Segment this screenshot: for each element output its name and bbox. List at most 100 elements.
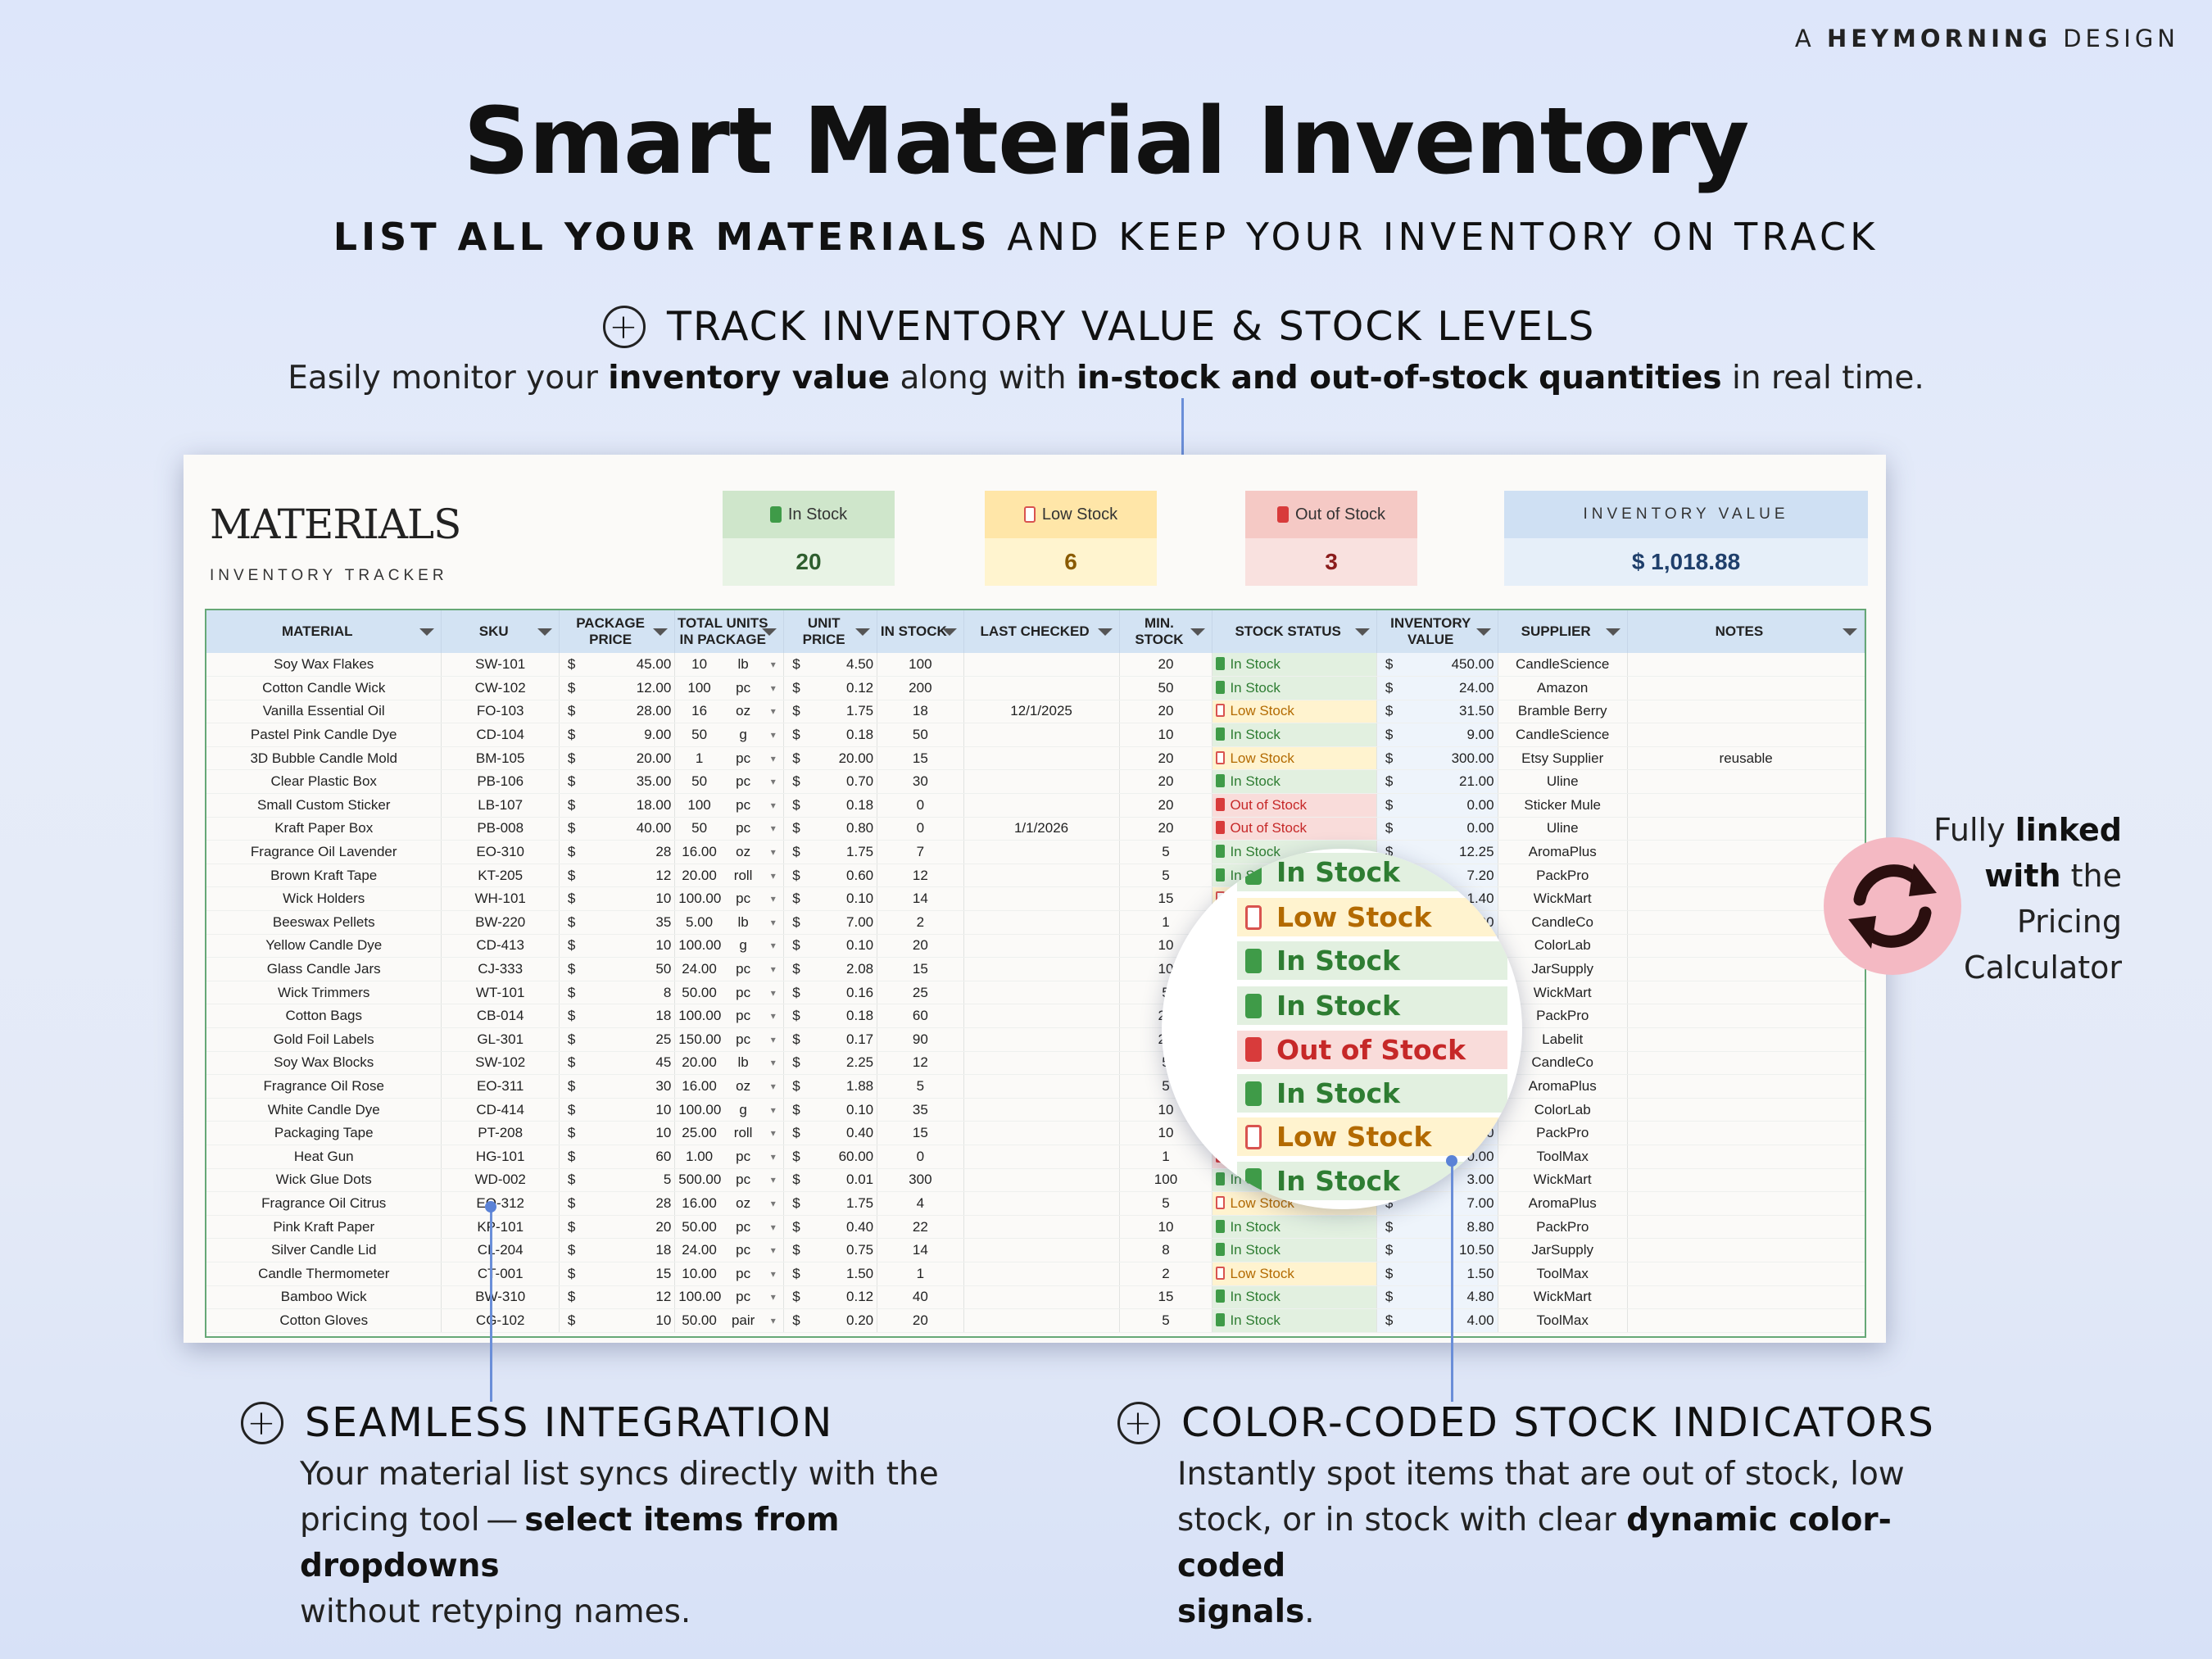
dropdown-icon[interactable]: ▾ [763,1262,785,1286]
total-units-cell[interactable]: 100.00 [674,1285,723,1310]
material-cell[interactable]: Wick Glue Dots [206,1168,442,1193]
dropdown-icon[interactable]: ▾ [763,676,785,700]
package-price-cell[interactable]: 28 [578,840,676,864]
notes-cell[interactable] [1627,769,1865,795]
dropdown-icon[interactable]: ▾ [763,723,785,747]
table-row[interactable]: Clear Plastic Box PB-106 $35.00 50 pc ▾ $0.70 3… [206,769,1865,795]
min-stock-cell[interactable]: 15 [1119,886,1213,912]
table-row[interactable]: Silver Candle Lid CL-204 $18 24.00 pc ▾ $0.75 1… [206,1238,1865,1262]
min-stock-cell[interactable]: 20 [1119,700,1213,724]
unit-price-cell[interactable]: 0.60 [802,863,878,888]
sku-cell[interactable]: PT-208 [441,1121,560,1145]
last-checked-cell[interactable] [963,981,1120,1005]
material-cell[interactable]: Wick Trimmers [206,981,442,1005]
last-checked-cell[interactable] [963,1121,1120,1145]
dropdown-icon[interactable]: ▾ [763,1215,785,1240]
sku-cell[interactable]: WD-002 [441,1168,560,1193]
sku-cell[interactable]: EO-312 [441,1191,560,1216]
notes-cell[interactable] [1627,1238,1865,1262]
inventory-value-cell[interactable]: 1.50 [1395,1262,1498,1286]
unit-price-cell[interactable]: 0.12 [802,1285,878,1310]
sku-cell[interactable]: WT-101 [441,981,560,1005]
unit-type-cell[interactable]: pc [723,1168,764,1193]
col-header-unit-price[interactable]: UNIT PRICE [783,610,878,653]
package-price-cell[interactable]: 35.00 [578,769,676,795]
filter-icon[interactable] [941,628,957,636]
col-header-stock-status[interactable]: STOCK STATUS [1212,610,1377,653]
sku-cell[interactable]: CT-001 [441,1262,560,1286]
unit-type-cell[interactable]: pc [723,1285,764,1310]
sku-cell[interactable]: CJ-333 [441,957,560,981]
last-checked-cell[interactable]: 12/1/2025 [963,700,1120,724]
in-stock-cell[interactable]: 50 [877,723,964,747]
package-price-cell[interactable]: 45.00 [578,653,676,678]
unit-type-cell[interactable]: pc [723,769,764,795]
unit-type-cell[interactable]: oz [723,700,764,724]
unit-price-cell[interactable]: 0.12 [802,676,878,700]
in-stock-cell[interactable]: 4 [877,1191,964,1216]
supplier-cell[interactable]: ToolMax [1498,1308,1628,1333]
total-units-cell[interactable]: 25.00 [674,1121,723,1145]
supplier-cell[interactable]: Uline [1498,817,1628,841]
dropdown-icon[interactable]: ▾ [763,957,785,981]
dropdown-icon[interactable]: ▾ [763,1168,785,1193]
min-stock-cell[interactable]: 10 [1119,723,1213,747]
filter-icon[interactable] [537,628,552,636]
unit-price-cell[interactable]: 7.00 [802,910,878,935]
package-price-cell[interactable]: 10 [578,886,676,912]
material-cell[interactable]: Clear Plastic Box [206,769,442,795]
sku-cell[interactable]: KT-205 [441,863,560,888]
col-header-material[interactable]: MATERIAL [206,610,442,653]
last-checked-cell[interactable] [963,957,1120,981]
package-price-cell[interactable]: 30 [578,1074,676,1099]
dropdown-icon[interactable]: ▾ [763,840,785,864]
last-checked-cell[interactable] [963,723,1120,747]
sku-cell[interactable]: SW-102 [441,1051,560,1076]
dropdown-icon[interactable]: ▾ [763,817,785,841]
inventory-value-cell[interactable]: 450.00 [1395,653,1498,678]
supplier-cell[interactable]: WickMart [1498,1285,1628,1310]
stock-status-cell[interactable]: Low Stock [1212,700,1377,724]
total-units-cell[interactable]: 5.00 [674,910,723,935]
sku-cell[interactable]: FO-103 [441,700,560,724]
unit-price-cell[interactable]: 0.10 [802,886,878,912]
total-units-cell[interactable]: 50.00 [674,981,723,1005]
dropdown-icon[interactable]: ▾ [763,1051,785,1076]
filter-icon[interactable] [855,628,871,636]
stock-status-cell[interactable]: Low Stock [1212,746,1377,771]
package-price-cell[interactable]: 10 [578,934,676,959]
notes-cell[interactable] [1627,840,1865,864]
unit-type-cell[interactable]: pc [723,1027,764,1052]
stock-status-cell[interactable]: In Stock [1212,1238,1377,1262]
table-row[interactable]: Brown Kraft Tape KT-205 $12 20.00 roll ▾ $0.60… [206,863,1865,888]
in-stock-cell[interactable]: 0 [877,793,964,818]
unit-type-cell[interactable]: oz [723,1191,764,1216]
sku-cell[interactable]: BW-220 [441,910,560,935]
unit-type-cell[interactable]: pc [723,1145,764,1169]
dropdown-icon[interactable]: ▾ [763,1285,785,1310]
unit-price-cell[interactable]: 0.80 [802,817,878,841]
dropdown-icon[interactable]: ▾ [763,863,785,888]
total-units-cell[interactable]: 150.00 [674,1027,723,1052]
col-header-notes[interactable]: NOTES [1627,610,1865,653]
unit-type-cell[interactable]: pc [723,981,764,1005]
total-units-cell[interactable]: 16.00 [674,1191,723,1216]
in-stock-cell[interactable]: 30 [877,769,964,795]
min-stock-cell[interactable]: 5 [1119,1191,1213,1216]
package-price-cell[interactable]: 35 [578,910,676,935]
unit-type-cell[interactable]: oz [723,840,764,864]
unit-price-cell[interactable]: 1.75 [802,840,878,864]
supplier-cell[interactable]: Uline [1498,769,1628,795]
sku-cell[interactable]: EO-310 [441,840,560,864]
dropdown-icon[interactable]: ▾ [763,1027,785,1052]
notes-cell[interactable] [1627,934,1865,959]
dropdown-icon[interactable]: ▾ [763,886,785,912]
min-stock-cell[interactable]: 15 [1119,1285,1213,1310]
dropdown-icon[interactable]: ▾ [763,981,785,1005]
material-cell[interactable]: Kraft Paper Box [206,817,442,841]
package-price-cell[interactable]: 9.00 [578,723,676,747]
stock-status-cell[interactable]: In Stock [1212,676,1377,700]
unit-type-cell[interactable]: pc [723,886,764,912]
unit-type-cell[interactable]: g [723,723,764,747]
total-units-cell[interactable]: 16.00 [674,840,723,864]
